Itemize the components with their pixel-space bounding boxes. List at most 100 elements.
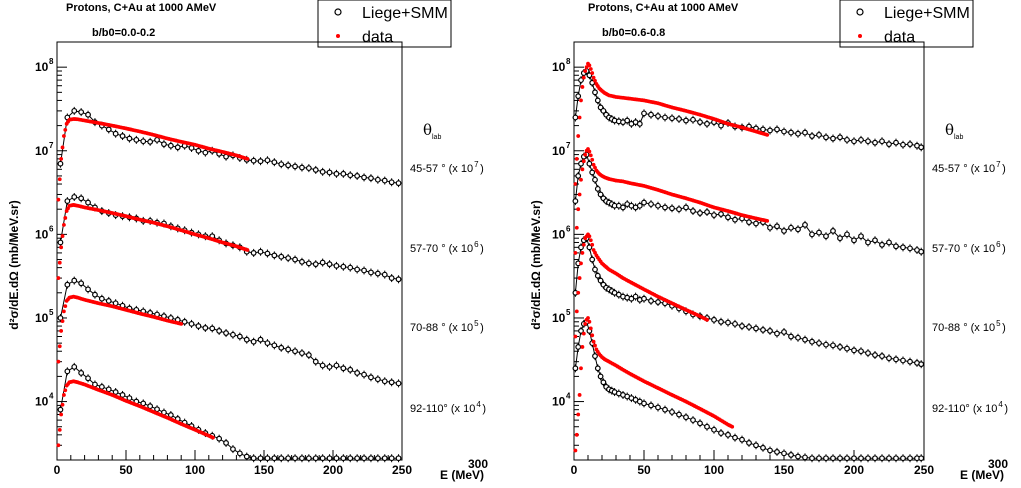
right-model-point [918,247,925,256]
left-model-point [388,454,395,463]
right-model-point [844,454,850,463]
right-data-point [574,225,579,230]
left-model-point [326,260,333,269]
right-data-point [591,75,596,80]
left-model-point [305,164,312,173]
right-data-point [577,115,582,120]
right-angle-close-3: ) [1004,403,1008,415]
right-model-point [816,339,822,348]
right-model-point [669,204,675,213]
right-model-point [589,168,596,177]
right-data-point [573,448,578,453]
left-data-point-interp [57,177,62,182]
left-y-tick-exp: 7 [49,141,54,150]
left-model-point [285,345,292,354]
left-model-point [347,454,354,463]
right-angle-label-2: 70-88 ° (x 10 [932,322,995,334]
left-model-point [64,197,71,206]
left-model-point [326,454,333,463]
right-x-tick-label: 50 [637,463,651,477]
left-x-tick-label: 100 [185,463,205,477]
right-model-point [641,399,647,408]
right-model-point [739,322,745,331]
right-model-point [669,114,675,123]
right-model-point [879,352,885,361]
left-data-point [56,197,61,202]
left-model-point [299,163,305,172]
right-y-tick-exp: 4 [566,392,571,401]
right-data-point [590,242,595,247]
right-model-point [594,96,601,105]
left-model-point [250,337,257,346]
right-model-point [872,236,878,245]
left-data-point-interp [63,216,68,220]
right-model-point [767,326,773,335]
right-data-point-interp [593,165,597,170]
right-model-point [662,203,668,212]
right-data-point [573,251,578,255]
right-model-point [781,127,787,136]
right-model-point [886,140,892,149]
left-model-point [167,141,174,150]
left-y-tick-label: 10 [35,311,49,325]
right-model-point [872,454,878,463]
left-model-point [85,110,91,119]
right-model-point [676,410,682,419]
left-model-point [319,361,326,370]
right-model-point [624,116,631,125]
right-model-point [893,454,899,463]
left-model-point [250,156,257,165]
right-data-point [730,424,735,429]
left-model-point [126,134,133,143]
right-model-point [597,276,604,285]
right-data-point [588,326,593,331]
left-model-point [57,159,64,168]
right-legend-model-label: Liege+SMM [884,5,970,22]
left-model-point [299,454,305,463]
left-angle-exp-0: 7 [474,160,479,169]
left-model-point [78,194,85,203]
left-model-point [167,411,174,420]
left-model-point [388,378,395,387]
left-model-point [381,377,388,386]
right-model-point [802,335,808,344]
left-x-tick-label: 250 [392,463,412,477]
left-model-point [257,454,264,463]
right-model-point [615,117,622,126]
left-model-point [305,259,312,268]
left-model-point [236,332,243,341]
left-model-point [278,252,285,261]
left-data-point-interp [60,234,65,238]
right-model-point [597,190,604,199]
right-data-point [765,132,770,137]
right-model-point [718,210,724,219]
right-model-point [795,452,801,461]
right-model-point [795,129,801,138]
right-model-point [795,333,801,342]
left-data-point [59,412,64,417]
right-model-point [575,342,582,351]
right-model-point [816,130,822,139]
right-model-point [578,76,584,85]
right-y-tick-label: 10 [552,395,566,409]
right-data-series-2 [573,232,709,339]
right-model-point [879,240,885,249]
right-data-point [591,339,596,344]
right-model-point [586,159,593,168]
left-model-point [216,434,223,443]
left-model-point [381,454,388,463]
right-model-point [858,454,864,463]
right-angle-close-0: ) [1002,163,1006,175]
left-model-point [347,263,354,272]
left-model-point [236,449,243,458]
left-angle-label-0: 45-57 ° (x 10 [410,163,473,175]
right-model-point [893,138,899,147]
left-model-point [361,454,367,463]
left-model-point [285,161,292,170]
right-model-point [781,449,787,458]
left-data-point [59,329,64,333]
left-x-tick-300: 300 [468,457,488,471]
right-data-point [579,98,583,103]
right-model-point [823,232,829,241]
